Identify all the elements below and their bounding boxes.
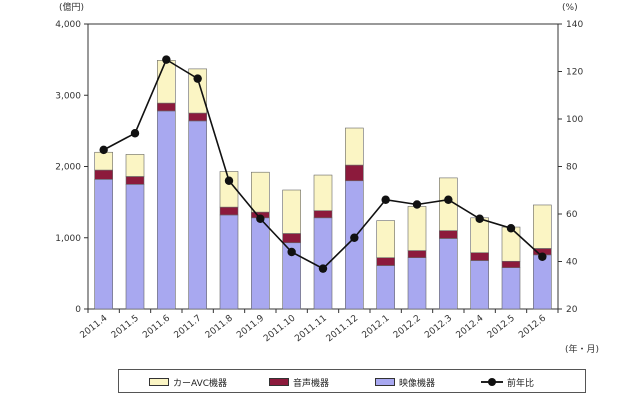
bar-segment: [157, 102, 176, 112]
yoy-point: [538, 252, 547, 261]
bar-segment: [376, 265, 395, 310]
x-tick-label: 2012.4: [455, 313, 486, 340]
bar-segment: [157, 60, 176, 104]
yoy-point: [224, 176, 234, 185]
yoy-point: [162, 55, 171, 64]
legend-swatch-audio: [269, 378, 289, 386]
bar-segment: [219, 214, 239, 310]
bar-segment: [470, 252, 489, 261]
bar-segment: [219, 206, 239, 216]
yoy-point: [130, 129, 140, 138]
x-tick-label: 2012.5: [486, 313, 517, 340]
bar-segment: [313, 210, 333, 219]
left-axis-unit: (億円): [59, 1, 84, 13]
right-axis-unit: (%): [562, 3, 578, 13]
y2-tick-label: 80: [566, 163, 578, 173]
bar-segment: [407, 250, 427, 258]
bar-segment: [345, 164, 364, 182]
bar-segment: [313, 174, 333, 211]
x-tick-label: 2011.5: [110, 313, 141, 340]
x-tick-label: 2011.10: [262, 313, 298, 344]
y2-tick-label: 120: [566, 68, 583, 78]
bar-segment: [470, 260, 489, 310]
bar-segment: [501, 260, 521, 268]
bar-segment: [94, 169, 113, 180]
bar-segment: [188, 112, 207, 122]
yoy-point: [256, 214, 265, 223]
y-tick-label: 4,000: [55, 20, 81, 30]
yoy-point: [318, 264, 328, 273]
yoy-point: [506, 224, 516, 233]
bar-segment: [376, 220, 395, 258]
legend-swatch-car-avc: [149, 378, 169, 386]
bar-segment: [251, 171, 270, 213]
legend-label-audio: 音声機器: [293, 378, 330, 389]
legend-line-marker: [481, 377, 503, 387]
yoy-point: [99, 145, 108, 155]
bar-segment: [345, 127, 364, 166]
yoy-point: [287, 247, 296, 257]
y2-tick-label: 140: [566, 20, 583, 30]
yoy-point: [444, 195, 453, 204]
bar-segment: [125, 154, 145, 177]
y-tick-label: 1,000: [55, 234, 81, 244]
y-tick-label: 3,000: [55, 91, 81, 101]
y2-tick-label: 20: [566, 305, 578, 315]
legend-label-yoy: 前年比: [507, 378, 535, 389]
x-axis-unit: (年・月): [565, 343, 599, 355]
yoy-point: [412, 200, 422, 209]
yoy-point: [350, 233, 359, 242]
bar-segment: [470, 217, 489, 254]
bar-segment: [94, 179, 113, 310]
legend-item-audio: 音声機器: [269, 376, 330, 389]
x-tick-label: 2011.7: [173, 313, 204, 340]
x-tick-label: 2012.3: [423, 313, 454, 340]
yoy-point: [381, 195, 390, 204]
bar-segment: [125, 176, 145, 185]
bar-segment: [219, 171, 239, 208]
bar-segment: [188, 68, 207, 114]
y2-tick-label: 60: [566, 210, 578, 220]
legend-item-video: 映像機器: [375, 376, 436, 389]
bar-segment: [282, 233, 301, 244]
bar-segment: [125, 184, 145, 310]
bar-segment: [439, 177, 458, 231]
bar-segment: [188, 120, 207, 310]
legend-item-yoy: 前年比: [481, 376, 535, 389]
x-tick-label: 2012.6: [517, 313, 548, 340]
bar-segment: [407, 206, 427, 251]
bar-segment: [533, 204, 552, 249]
y-tick-label: 2,000: [55, 163, 81, 173]
x-tick-label: 2012.1: [361, 313, 392, 340]
bar-segment: [251, 217, 270, 310]
yoy-point: [193, 74, 202, 83]
x-tick-label: 2012.2: [392, 313, 423, 340]
legend-item-car-avc: カーAVC機器: [149, 376, 228, 389]
stacked-bar-line-chart: 0 1,000 2,000 3,000 4,000 20 40 60 80 100 120 140 (億…: [55, 1, 599, 355]
bar-segment: [439, 238, 458, 310]
y-tick-label: 0: [75, 305, 81, 315]
legend-label-car-avc: カーAVC機器: [173, 378, 228, 389]
legend-swatch-video: [375, 378, 395, 386]
x-tick-label: 2011.8: [204, 313, 235, 340]
bar-segment: [282, 189, 301, 234]
legend: カーAVC機器 音声機器 映像機器 前年比: [118, 369, 586, 393]
bar-segment: [376, 257, 395, 266]
bar-segment: [94, 151, 113, 171]
bar-segment: [439, 230, 458, 239]
bar-segment: [407, 257, 427, 310]
bar-segment: [501, 267, 521, 310]
x-tick-label: 2011.12: [325, 313, 360, 344]
bar-segment: [157, 110, 176, 310]
y2-tick-label: 100: [566, 115, 583, 125]
yoy-point: [475, 214, 484, 223]
x-tick-label: 2011.11: [293, 313, 328, 344]
y2-tick-label: 40: [566, 258, 578, 268]
x-tick-label: 2011.6: [141, 313, 172, 340]
legend-label-video: 映像機器: [399, 378, 436, 389]
x-tick-label: 2011.4: [79, 313, 110, 340]
bar-segment: [533, 254, 552, 310]
